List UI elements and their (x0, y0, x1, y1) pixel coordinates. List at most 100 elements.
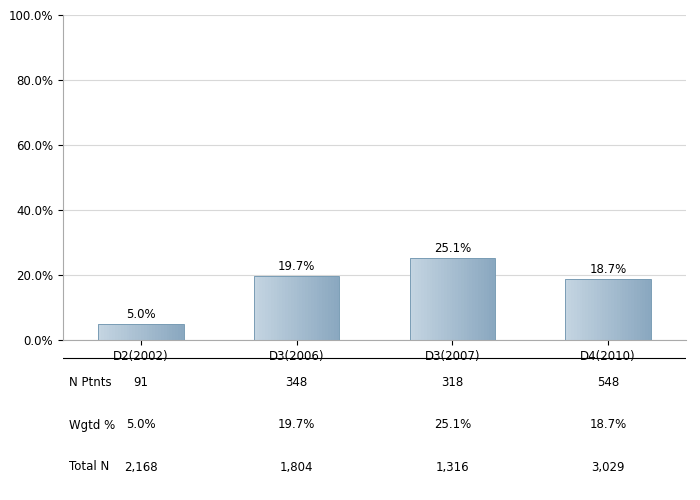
Bar (118, 324, 121, 340)
Bar (98, 324, 101, 340)
Text: 25.1%: 25.1% (434, 242, 471, 255)
Bar (285, 276, 288, 340)
Bar (410, 258, 495, 340)
Bar (478, 258, 481, 340)
Bar (617, 279, 620, 340)
Bar (594, 279, 596, 340)
Bar (169, 324, 172, 340)
Bar (631, 279, 634, 340)
Bar (645, 279, 648, 340)
Bar (155, 324, 158, 340)
Bar (172, 324, 175, 340)
Bar (608, 279, 611, 340)
Text: 19.7%: 19.7% (278, 418, 315, 432)
Bar (101, 324, 104, 340)
Bar (158, 324, 161, 340)
Bar (294, 276, 297, 340)
Text: 25.1%: 25.1% (434, 418, 471, 432)
Bar (566, 279, 651, 340)
Bar (326, 276, 328, 340)
Bar (149, 324, 153, 340)
Bar (262, 276, 265, 340)
Bar (116, 324, 118, 340)
Bar (274, 276, 276, 340)
Bar (181, 324, 183, 340)
Bar (178, 324, 181, 340)
Bar (571, 279, 574, 340)
Bar (412, 258, 415, 340)
Bar (288, 276, 291, 340)
Bar (410, 258, 412, 340)
Bar (599, 279, 603, 340)
Bar (279, 276, 282, 340)
Bar (435, 258, 438, 340)
Bar (121, 324, 124, 340)
Bar (628, 279, 631, 340)
Bar (648, 279, 651, 340)
Text: 2,168: 2,168 (124, 460, 158, 473)
Text: Wgtd %: Wgtd % (69, 418, 116, 432)
Bar (130, 324, 132, 340)
Bar (433, 258, 435, 340)
Bar (464, 258, 467, 340)
Bar (640, 279, 643, 340)
Bar (611, 279, 614, 340)
Text: 1,316: 1,316 (435, 460, 469, 473)
Bar (164, 324, 167, 340)
Bar (109, 324, 112, 340)
Bar (455, 258, 458, 340)
Bar (331, 276, 334, 340)
Bar (596, 279, 600, 340)
Bar (334, 276, 337, 340)
Bar (580, 279, 582, 340)
Bar (260, 276, 262, 340)
Bar (135, 324, 138, 340)
Bar (167, 324, 169, 340)
Bar (458, 258, 461, 340)
Bar (161, 324, 164, 340)
Text: 548: 548 (597, 376, 620, 390)
Text: 91: 91 (134, 376, 148, 390)
Bar (421, 258, 424, 340)
Text: 1,804: 1,804 (280, 460, 314, 473)
Bar (444, 258, 447, 340)
Bar (606, 279, 608, 340)
Bar (634, 279, 637, 340)
Bar (254, 276, 257, 340)
Bar (591, 279, 594, 340)
Bar (271, 276, 274, 340)
Bar (153, 324, 155, 340)
Bar (302, 276, 305, 340)
Text: N Ptnts: N Ptnts (69, 376, 112, 390)
Bar (282, 276, 285, 340)
Bar (308, 276, 311, 340)
Bar (144, 324, 146, 340)
Bar (566, 279, 568, 340)
Bar (141, 324, 144, 340)
Bar (146, 324, 150, 340)
Bar (492, 258, 495, 340)
Bar (637, 279, 640, 340)
Bar (577, 279, 580, 340)
Bar (311, 276, 314, 340)
Bar (291, 276, 294, 340)
Bar (622, 279, 625, 340)
Bar (475, 258, 478, 340)
Text: 318: 318 (441, 376, 463, 390)
Text: 19.7%: 19.7% (278, 260, 315, 272)
Bar (257, 276, 260, 340)
Bar (461, 258, 464, 340)
Bar (254, 276, 340, 340)
Bar (430, 258, 433, 340)
Bar (473, 258, 475, 340)
Bar (415, 258, 418, 340)
Bar (449, 258, 452, 340)
Text: 5.0%: 5.0% (126, 418, 155, 432)
Bar (438, 258, 441, 340)
Bar (603, 279, 606, 340)
Bar (447, 258, 449, 340)
Bar (132, 324, 135, 340)
Bar (452, 258, 455, 340)
Bar (322, 276, 326, 340)
Bar (574, 279, 577, 340)
